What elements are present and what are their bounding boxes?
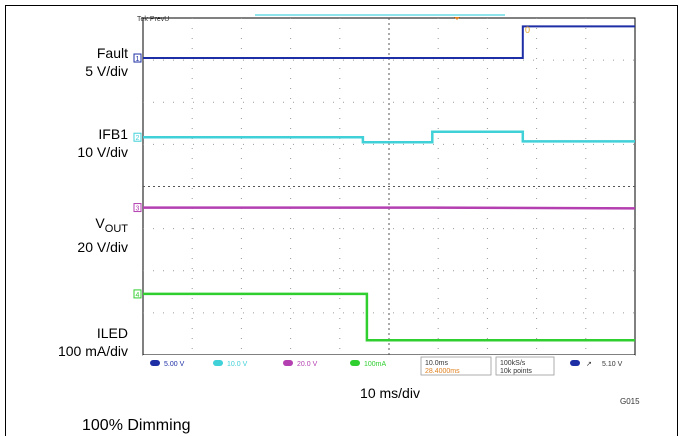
sample-rate-value: 100kS/s [500,360,526,367]
trigger-slope-icon: ↗ [586,361,592,368]
channel-marker-label: 1 [136,56,140,63]
x-axis-label: 10 ms/div [360,385,420,401]
channel-marker-label: 4 [136,292,140,299]
iled-scale: 100 mA/div [57,343,128,359]
ch1-badge [150,360,160,366]
trigger-position-value: 28.4000ms [425,368,460,375]
scope-top-text: Tek PrevU [137,16,169,23]
timebase-box [420,356,492,376]
acquisition-box [495,356,555,376]
traces: 1 2 3 4 [133,25,636,342]
caption: 100% Dimming [82,417,191,434]
channel-marker [133,53,142,63]
ch3-scale: 20.0 V [297,361,318,368]
trigger-level-value: 5.10 V [602,361,623,368]
trigger-source-badge [570,360,580,366]
status-bar-bg [143,355,635,377]
trigger-position-icon [454,17,460,20]
trace-fault [143,25,635,59]
ch2-badge [213,360,223,366]
trace-label-fault: Fault 5 V/div [40,44,128,80]
channel-marker [133,289,142,299]
channel-marker [133,203,142,213]
scope-overlay: Tek PrevU 0 [137,14,530,35]
vout-name: VOUT [95,215,128,235]
ch2-scale: 10.0 V [227,361,248,368]
trace-label-ifb1: IFB1 10 V/div [40,125,128,161]
ch1-scale: 5.00 V [164,361,185,368]
trace-ifb1 [143,130,635,144]
vout-scale: 20 V/div [77,238,128,255]
status-bar: 5.00 V 10.0 V 20.0 V 100mA 10.0ms 28.400… [143,355,635,377]
ifb1-scale: 10 V/div [77,144,128,160]
trace-label-vout: VOUT 20 V/div [40,214,128,256]
timebase-value: 10.0ms [425,360,448,367]
trace-iled [143,292,635,342]
record-points-value: 10k points [500,368,532,375]
iled-name: ILED [96,325,128,341]
trigger-marker: 0 [525,25,530,35]
fault-name: Fault [96,45,128,61]
figure-frame [5,5,678,436]
trace-vout [143,206,636,210]
ch4-badge [350,360,360,366]
channel-marker [133,132,142,142]
trace-label-iled: ILED 100 mA/div [40,324,128,360]
ifb1-name: IFB1 [98,126,128,142]
grid [142,17,636,356]
fault-scale: 5 V/div [85,63,128,79]
channel-marker-label: 2 [136,135,140,142]
ch3-badge [283,360,293,366]
figure-id: G015 [620,397,640,406]
ch4-scale: 100mA [364,361,387,368]
channel-marker-label: 3 [136,206,140,213]
